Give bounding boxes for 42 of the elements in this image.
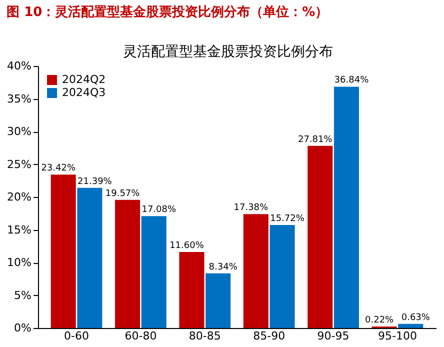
data-label: 17.08% [142,205,176,216]
bar [77,188,102,328]
bar [308,146,333,328]
y-tick-label: 5% [14,288,32,302]
x-tick-label: 90-95 [317,330,350,342]
chart-title: 图 10：灵活配置型基金股票投资比例分布（单位：%） [6,4,328,20]
y-tick-label: 0% [14,322,32,334]
data-label: 11.60% [170,241,204,252]
y-tick-label: 15% [7,223,32,236]
bar [243,214,268,328]
chart-subtitle: 灵活配置型基金股票投资比例分布 [123,44,333,60]
y-tick-label: 20% [7,190,32,204]
bar [50,174,76,328]
y-tick-label: 30% [7,125,32,138]
x-tick-label: 85-90 [253,330,286,342]
data-label: 15.72% [270,214,305,224]
y-tick-label: 40% [7,60,32,72]
data-label: 23.42% [41,164,76,174]
x-tick-label: 80-85 [188,330,221,342]
bar [141,216,166,328]
bar [179,252,204,328]
data-label: 0.22% [365,316,394,326]
data-label: 17.38% [234,203,269,214]
data-label: 21.39% [78,176,112,187]
bar [398,324,424,328]
legend-label: 2024Q3 [62,86,106,99]
y-tick-label: 10% [7,256,32,269]
y-tick-label: 25% [7,158,32,171]
bar [206,273,231,328]
x-tick-label: 60-80 [124,330,157,342]
bar [115,200,140,328]
x-tick-label: 0-60 [64,330,89,342]
legend-label: 2024Q2 [62,73,106,86]
data-label: 36.84% [334,76,370,86]
bar [270,225,295,328]
x-tick-label: 95-100 [378,330,417,342]
bar [334,86,359,328]
data-label: 0.63% [401,312,430,323]
data-label: 8.34% [208,262,238,272]
data-label: 19.57% [105,188,140,199]
y-tick-label: 35% [7,92,32,106]
data-label: 27.81% [298,134,333,145]
